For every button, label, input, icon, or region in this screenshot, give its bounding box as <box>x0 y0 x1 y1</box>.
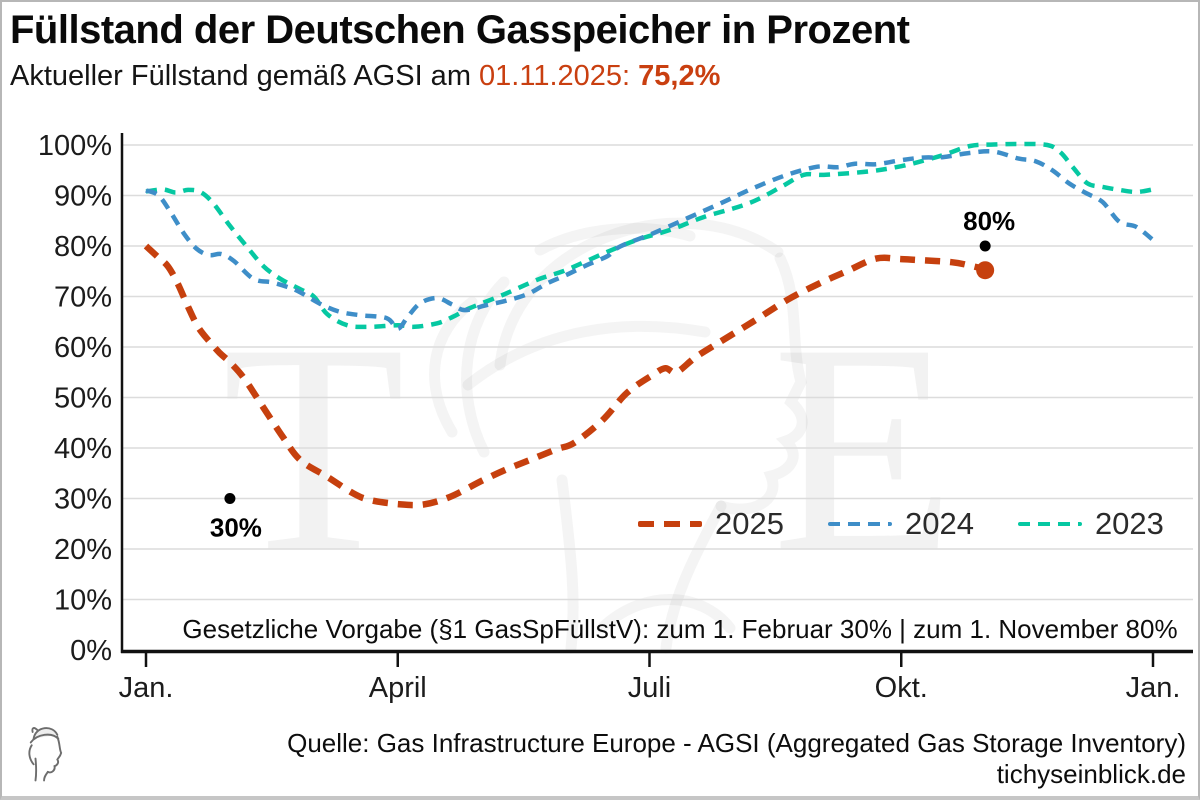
series-line-2024 <box>145 149 1155 332</box>
y-axis-label: 100% <box>38 130 112 162</box>
series-line-2025 <box>143 243 986 509</box>
mercury-head-logo <box>28 727 63 782</box>
marker-label: 30% <box>210 513 262 543</box>
page-subtitle: Aktueller Füllstand gemäß AGSI am 01.11.… <box>10 60 720 93</box>
x-axis-label: April <box>369 672 427 704</box>
y-axis-label: 30% <box>54 484 112 516</box>
y-axis-label: 70% <box>54 282 112 314</box>
legend-item-2023: 2023 <box>1017 506 1164 542</box>
x-axis-label: Okt. <box>875 672 928 704</box>
x-axis-label: Jan. <box>119 672 174 704</box>
marker-dot-below <box>224 493 236 504</box>
y-axis-label: 60% <box>54 332 112 364</box>
marker-dot-none <box>976 261 995 280</box>
legend-label-2025: 2025 <box>715 506 784 541</box>
source-text: Quelle: Gas Infrastructure Europe - AGSI… <box>287 728 1186 758</box>
y-axis-label: 40% <box>54 433 112 465</box>
y-axis-label: 0% <box>70 635 112 667</box>
legend-label-2023: 2023 <box>1094 506 1164 541</box>
legend-line-2025-icon <box>638 520 702 528</box>
legal-requirement-note: Gesetzliche Vorgabe (§1 GasSpFüllstV): z… <box>182 614 1178 644</box>
marker-dot-above <box>979 240 991 252</box>
y-axis-label: 20% <box>54 534 112 566</box>
marker-label: 80% <box>963 206 1015 236</box>
x-axis-label: Juli <box>628 672 672 704</box>
subtitle-prefix: Aktueller Füllstand gemäß AGSI am <box>10 60 480 92</box>
legend-line-2024-icon <box>827 521 892 527</box>
legend-item-2025: 2025 <box>638 506 784 542</box>
chart-legend: 2025 2024 2023 <box>638 506 1164 542</box>
y-axis-label: 50% <box>54 383 112 415</box>
y-axis-label: 10% <box>54 585 112 617</box>
legend-label-2024: 2024 <box>904 506 974 541</box>
legend-line-2023-icon <box>1017 521 1082 527</box>
x-axis-label: Jan. <box>1126 672 1181 704</box>
website-link[interactable]: tichyseinblick.de <box>996 759 1186 789</box>
subtitle-date: 01.11.2025: <box>479 60 639 92</box>
series-line-2023 <box>145 141 1154 330</box>
page-title: Füllstand der Deutschen Gasspeicher in P… <box>10 8 910 52</box>
y-axis-label: 80% <box>54 231 112 263</box>
legend-item-2024: 2024 <box>827 506 974 542</box>
subtitle-current-value: 75,2% <box>638 60 721 92</box>
y-axis-label: 90% <box>54 181 112 213</box>
source-block: Quelle: Gas Infrastructure Europe - AGSI… <box>287 728 1186 790</box>
